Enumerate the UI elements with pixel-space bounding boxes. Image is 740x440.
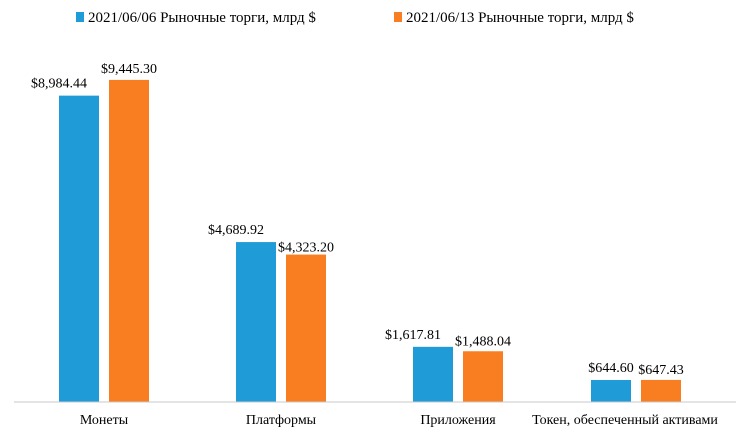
value-label-series-1-cat-4: $644.60: [588, 361, 634, 376]
legend: 2021/06/06 Рыночные торги, млрд $ 2021/0…: [76, 10, 634, 26]
bars: [59, 79, 681, 403]
bar-series-1-cat-3: [413, 346, 453, 402]
value-label-series-1-cat-2: $4,689.92: [208, 223, 264, 238]
value-label-series-1-cat-3: $1,617.81: [385, 328, 441, 343]
value-label-series-2-cat-1: $9,445.30: [101, 62, 157, 77]
legend-swatch-series-1: [76, 12, 84, 22]
value-label-series-2-cat-4: $647.43: [638, 363, 684, 378]
value-labels: $8,984.44 $9,445.30 $4,689.92 $4,323.20 $1,6…: [31, 62, 684, 378]
category-label-4: Токен, обеспеченный активами: [532, 413, 718, 428]
category-labels: Монеты Платформы Приложения Токен, обеспече…: [80, 413, 719, 428]
value-label-series-2-cat-2: $4,323.20: [278, 241, 334, 256]
bar-series-1-cat-1: [59, 95, 99, 403]
bar-series-1-cat-2: [236, 242, 276, 402]
legend-label-series-1: 2021/06/06 Рыночные торги, млрд $: [88, 10, 316, 26]
bar-series-2-cat-1: [109, 79, 149, 402]
bar-series-1-cat-4: [591, 380, 631, 402]
value-label-series-2-cat-3: $1,488.04: [455, 334, 511, 349]
bar-series-2-cat-4: [641, 379, 681, 402]
bar-series-2-cat-3: [463, 351, 503, 402]
legend-item-series-1: 2021/06/06 Рыночные торги, млрд $: [76, 10, 316, 26]
category-label-3: Приложения: [420, 413, 496, 428]
bar-series-2-cat-2: [286, 254, 326, 402]
category-label-1: Монеты: [80, 413, 129, 428]
category-label-2: Платформы: [246, 413, 317, 428]
legend-label-series-2: 2021/06/13 Рыночные торги, млрд $: [406, 10, 634, 26]
legend-item-series-2: 2021/06/13 Рыночные торги, млрд $: [394, 10, 634, 26]
value-label-series-1-cat-1: $8,984.44: [31, 77, 87, 92]
legend-swatch-series-2: [394, 12, 402, 22]
